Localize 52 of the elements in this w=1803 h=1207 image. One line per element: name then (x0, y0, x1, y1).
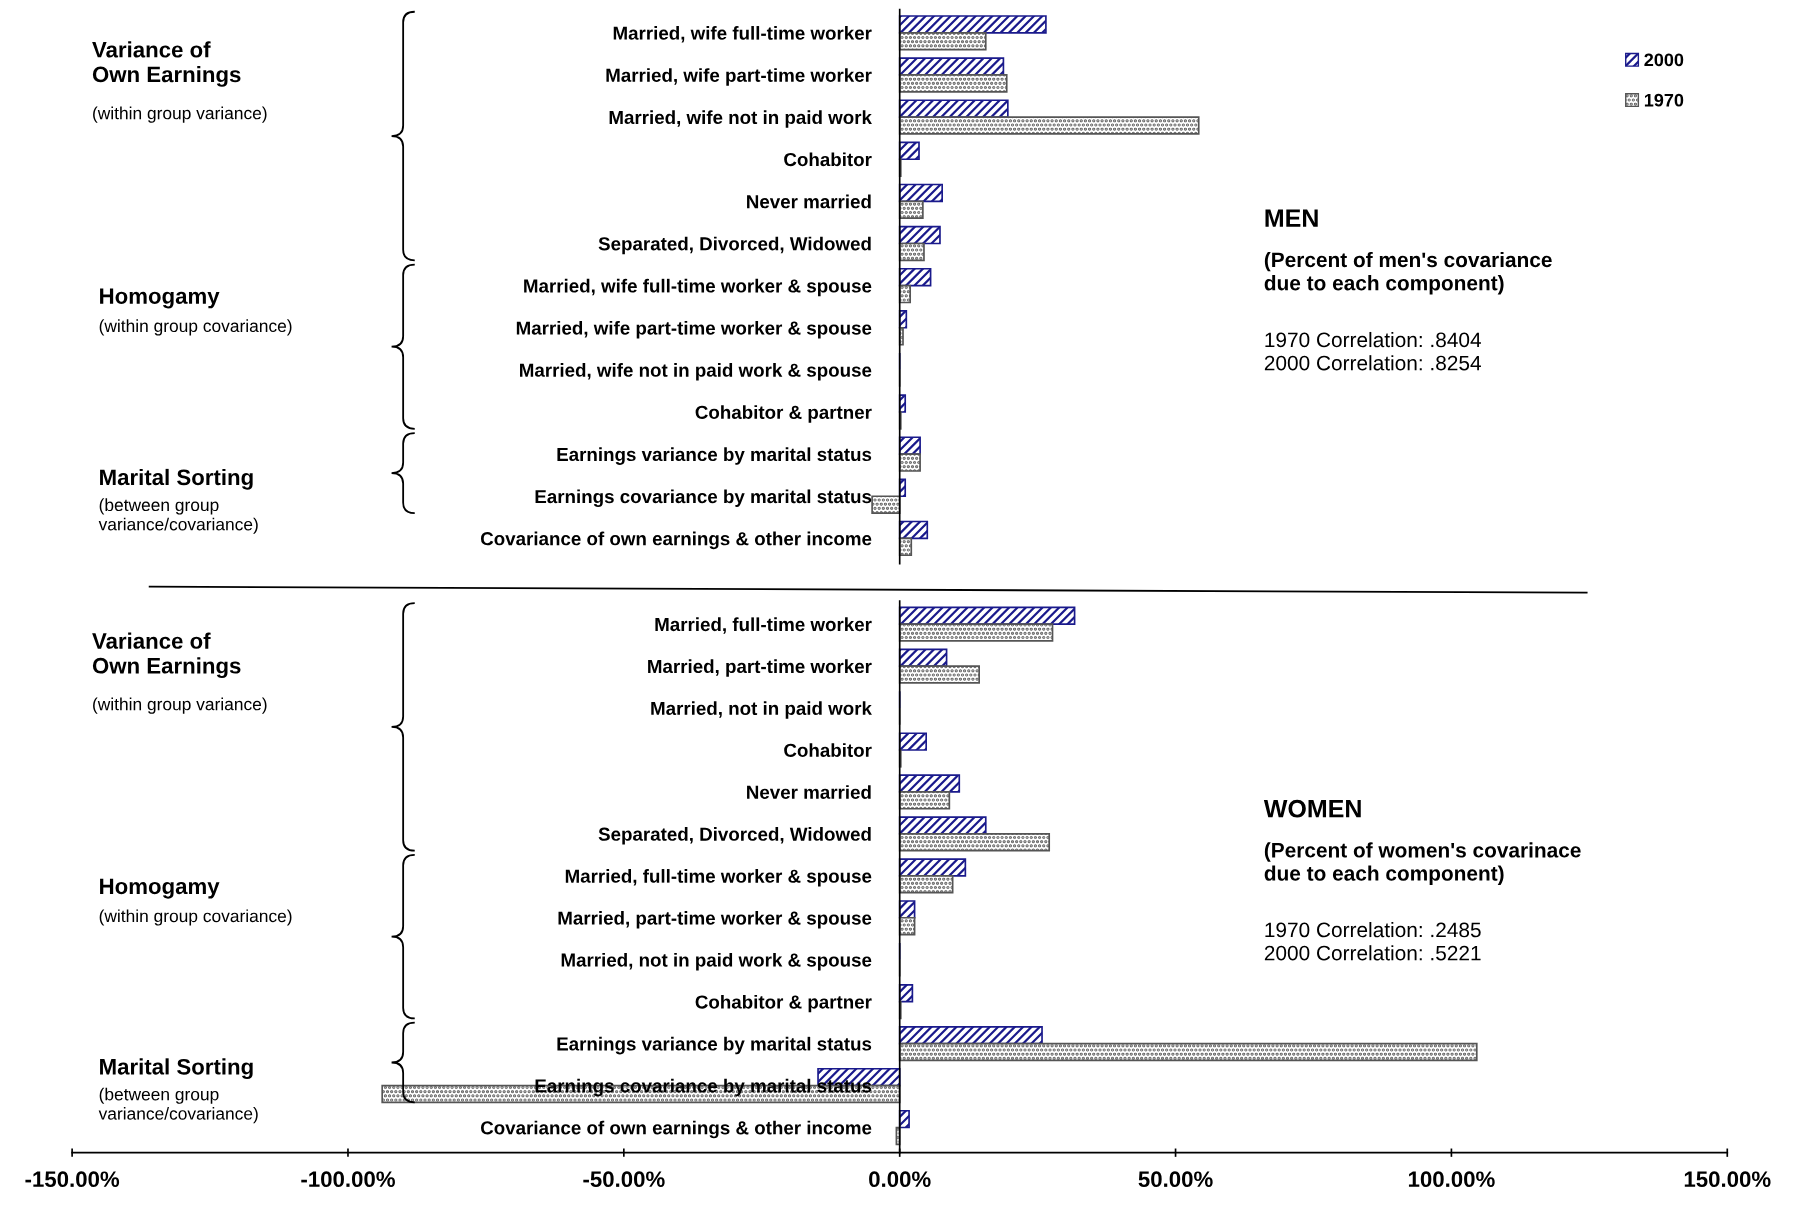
y-tick-label: Married, full-time worker (655, 617, 872, 634)
annotation: Marital Sorting (100, 1058, 253, 1080)
y-tick-label: Married, wife not in paid work (609, 110, 872, 128)
annotation: Marital Sorting (100, 468, 253, 490)
y-tick-label: Married, wife full-time worker & spouse (524, 278, 872, 297)
annotation: (within group covariance) (99, 909, 292, 926)
x-tick-label: 100.00% (1408, 1171, 1495, 1188)
y-tick-label: Married, full-time worker & spouse (565, 869, 872, 887)
annotation: Homogamy (100, 878, 220, 899)
annotation: Variance of Own Earnings (92, 632, 241, 679)
y-tick-label: Married, wife part-time worker (606, 68, 872, 86)
y-tick-label: Married, wife part-time worker & spouse (516, 320, 872, 339)
annotation: (within group variance) (93, 697, 267, 714)
annotation: (within group variance) (93, 106, 267, 123)
x-tick-label: 150.00% (1684, 1171, 1771, 1188)
annotation: 1970 Correlation: .2485 2000 Correlation: .5221 (1264, 921, 1481, 961)
y-tick-label: Separated, Divorced, Widowed (598, 236, 871, 255)
y-tick-label: Married, wife not in paid work & spouse (520, 363, 872, 381)
y-tick-label: Separated, Divorced, Widowed (598, 827, 871, 845)
annotation: (within group covariance) (99, 319, 292, 336)
y-tick-label: Earnings variance by marital status (557, 447, 872, 465)
annotation: WOMEN (1263, 799, 1361, 818)
y-tick-label: Never married (747, 785, 871, 799)
y-tick-label: Married, not in paid work (651, 701, 872, 719)
annotation: 1970 Correlation: .8404 2000 Correlation: .8254 (1264, 331, 1481, 371)
annotation: MEN (1265, 209, 1318, 227)
annotation: (Percent of men's covariance due to each component) (1264, 251, 1552, 295)
y-tick-label: Married, part-time worker (648, 659, 872, 677)
y-tick-label: Married, wife full-time worker (613, 26, 872, 43)
y-tick-label: Covariance of own earnings & other income (480, 531, 872, 550)
y-tick-label: Earnings covariance by marital status (535, 489, 872, 508)
legend-label: 1970 (1644, 93, 1684, 107)
x-tick-label: 0.00% (869, 1171, 931, 1188)
y-tick-label: Cohabitor & partner (695, 405, 872, 423)
annotation: (Percent of women's covarinace due to each component) (1264, 842, 1581, 885)
y-tick-label: Married, not in paid work & spouse (561, 952, 872, 971)
x-tick-label: 50.00% (1138, 1171, 1213, 1188)
annotation: (between group variance/covariance) (98, 498, 258, 534)
x-tick-label: -150.00% (25, 1171, 120, 1188)
x-tick-label: -100.00% (301, 1171, 395, 1188)
y-tick-label: Covariance of own earnings & other income (480, 1120, 872, 1139)
y-tick-label: Cohabitor (784, 152, 872, 167)
annotation: Homogamy (100, 288, 220, 309)
y-tick-label: Never married (747, 194, 871, 209)
annotation: (between group variance/covariance) (98, 1087, 258, 1124)
y-tick-label: Married, part-time worker & spouse (558, 910, 872, 929)
legend-label: 2000 (1644, 53, 1684, 67)
x-tick-label: -50.00% (583, 1171, 665, 1188)
y-tick-label: Cohabitor & partner (695, 994, 872, 1013)
annotation: Variance of Own Earnings (92, 41, 241, 87)
y-tick-label: Earnings variance by marital status (557, 1036, 872, 1055)
y-tick-label: Cohabitor (784, 743, 872, 757)
